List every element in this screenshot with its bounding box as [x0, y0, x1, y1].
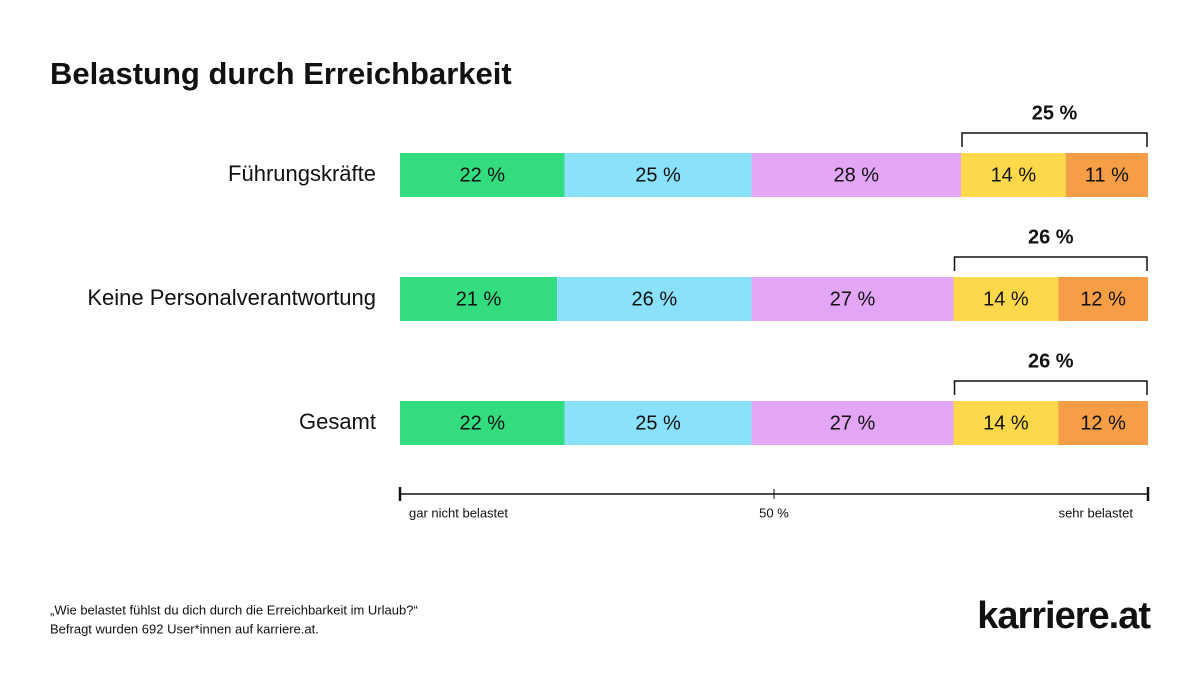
logo: karriere.at — [977, 595, 1151, 637]
value-label: 27 % — [830, 412, 876, 434]
bar-segment — [557, 277, 752, 321]
value-label: 21 % — [456, 288, 502, 310]
x-tick-label: 50 % — [759, 505, 789, 520]
bracket-label: 26 % — [1028, 226, 1074, 248]
note: „Wie belastet fühlst du dich durch die E… — [50, 602, 418, 617]
x-tick-label: sehr belastet — [1059, 505, 1134, 520]
value-label: 27 % — [830, 288, 876, 310]
bar-segment — [1058, 401, 1148, 445]
bar-segment — [564, 401, 752, 445]
value-label: 11 % — [1085, 164, 1129, 186]
bar-segment — [400, 153, 565, 197]
value-label: 12 % — [1080, 288, 1126, 310]
chart-title: Belastung durch Erreichbarkeit — [50, 56, 512, 91]
category-label: Keine Personalverantwortung — [87, 285, 376, 310]
x-tick-label: gar nicht belastet — [409, 505, 508, 520]
bar-segment — [400, 277, 558, 321]
category-label: Führungskräfte — [228, 161, 376, 186]
category-label: Gesamt — [299, 409, 376, 434]
bracket — [961, 132, 1148, 147]
value-label: 26 % — [632, 288, 678, 310]
value-label: 28 % — [833, 164, 879, 186]
bar-segment — [751, 153, 961, 197]
bar-segment — [953, 277, 1059, 321]
bar-segment — [961, 153, 1066, 197]
bar-segment — [1058, 277, 1148, 321]
bracket-label: 25 % — [1032, 102, 1078, 124]
value-label: 12 % — [1080, 412, 1126, 434]
bracket-label: 26 % — [1028, 350, 1074, 372]
bar-segment — [751, 277, 954, 321]
bracket — [953, 256, 1148, 271]
value-label: 14 % — [983, 288, 1029, 310]
bar-segment — [751, 401, 954, 445]
value-label: 22 % — [459, 412, 505, 434]
note: Befragt wurden 692 User*innen auf karrie… — [50, 621, 319, 636]
value-label: 14 % — [991, 164, 1037, 186]
value-label: 22 % — [459, 164, 505, 186]
bar-segment — [564, 153, 752, 197]
value-label: 25 % — [635, 164, 681, 186]
bar-segment — [953, 401, 1059, 445]
bracket — [953, 380, 1148, 395]
bar-segment — [400, 401, 565, 445]
value-label: 14 % — [983, 412, 1029, 434]
value-label: 25 % — [635, 412, 681, 434]
bar-segment — [1065, 153, 1148, 197]
